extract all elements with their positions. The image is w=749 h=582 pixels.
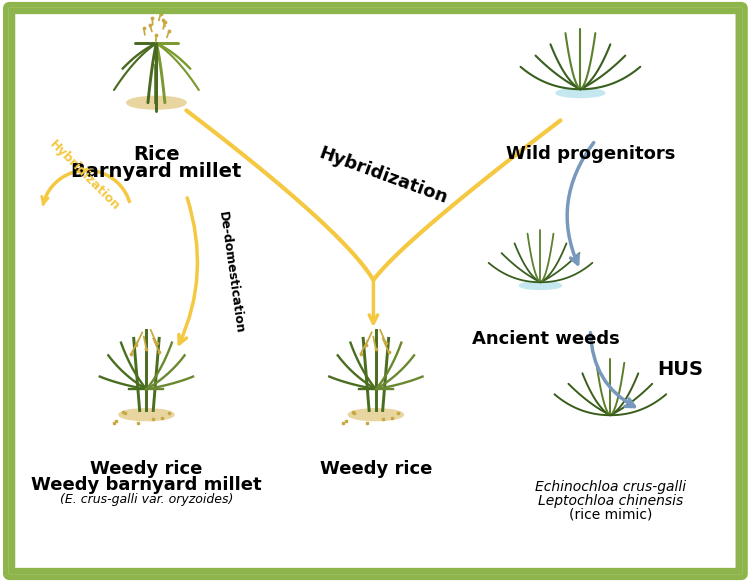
- Text: (E. crus-galli var. oryzoides): (E. crus-galli var. oryzoides): [60, 492, 233, 506]
- Ellipse shape: [519, 282, 562, 289]
- Text: Hybridization: Hybridization: [47, 137, 122, 213]
- Text: Weedy rice: Weedy rice: [320, 460, 432, 478]
- Text: Hybridization: Hybridization: [317, 144, 450, 207]
- Ellipse shape: [127, 97, 186, 109]
- Text: HUS: HUS: [657, 360, 703, 379]
- Ellipse shape: [556, 88, 604, 97]
- Ellipse shape: [119, 409, 174, 421]
- Text: Ancient weeds: Ancient weeds: [472, 330, 619, 348]
- Text: Wild progenitors: Wild progenitors: [506, 146, 675, 164]
- Text: De-domestication: De-domestication: [216, 211, 246, 335]
- Text: Leptochloa chinensis: Leptochloa chinensis: [538, 494, 683, 508]
- Ellipse shape: [348, 409, 404, 421]
- Text: Rice: Rice: [133, 146, 180, 164]
- Text: Echinochloa crus-galli: Echinochloa crus-galli: [535, 480, 686, 494]
- Text: Weedy barnyard millet: Weedy barnyard millet: [31, 475, 261, 494]
- Text: Barnyard millet: Barnyard millet: [71, 162, 242, 182]
- Text: Weedy rice: Weedy rice: [91, 460, 203, 478]
- Text: (rice mimic): (rice mimic): [568, 508, 652, 521]
- FancyBboxPatch shape: [6, 5, 745, 577]
